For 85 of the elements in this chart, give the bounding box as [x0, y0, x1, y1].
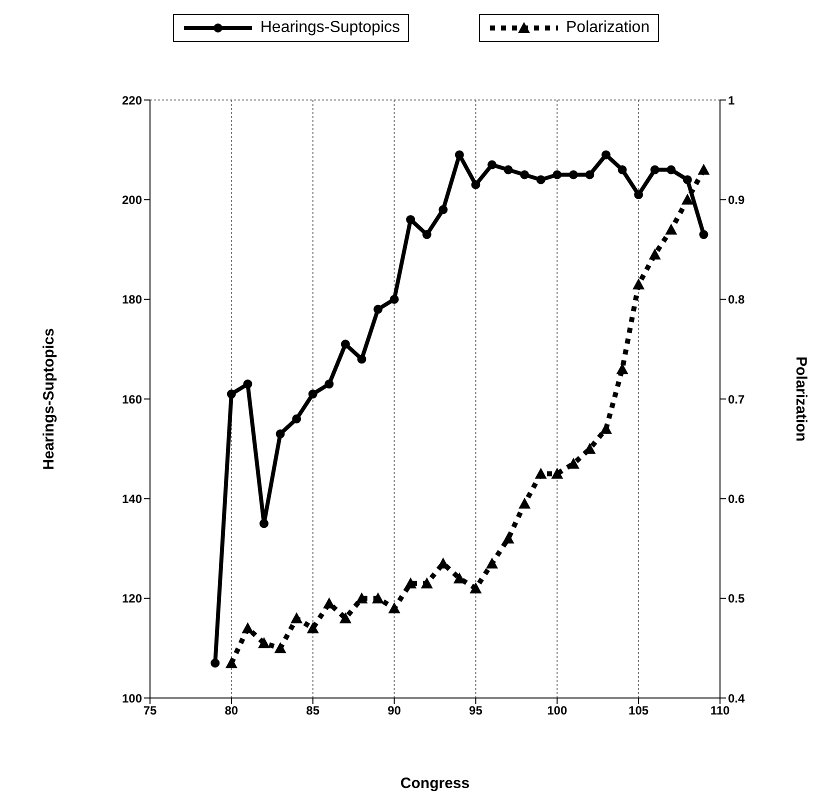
point: [518, 498, 531, 509]
point: [502, 532, 514, 544]
y2-tick-label: 0.8: [728, 292, 746, 307]
x-tick-label: 85: [306, 704, 320, 718]
point: [339, 612, 352, 624]
x-axis-title: Congress: [400, 775, 470, 792]
point: [568, 170, 578, 180]
point: [650, 165, 660, 174]
point: [374, 304, 382, 314]
y2-tick-label: 0.9: [728, 192, 746, 207]
point: [404, 577, 417, 588]
point: [226, 390, 236, 399]
y-tick-label: 200: [122, 192, 142, 207]
y2-tick-label: 0.4: [728, 691, 746, 706]
point: [486, 557, 498, 568]
y2-tick-label: 0.6: [728, 492, 746, 506]
point: [698, 164, 710, 175]
point: [372, 592, 384, 604]
x-tick-label: 75: [143, 704, 157, 718]
point: [243, 380, 252, 389]
point: [260, 519, 268, 528]
y-tick-label: 120: [122, 592, 142, 606]
point: [454, 150, 464, 160]
y2-tick-label: 0.5: [728, 592, 746, 606]
point: [682, 175, 692, 184]
point: [422, 230, 432, 240]
point: [324, 380, 334, 389]
legend-label: Polarization: [566, 19, 650, 37]
point: [292, 414, 302, 424]
point: [308, 390, 318, 399]
point: [632, 278, 645, 290]
point: [567, 458, 580, 469]
point: [438, 205, 448, 214]
point: [551, 468, 564, 479]
point: [390, 294, 399, 304]
point: [584, 442, 596, 454]
point: [306, 622, 319, 634]
point: [552, 170, 562, 180]
point: [618, 165, 627, 174]
point: [665, 224, 678, 235]
y-axis-title: Hearings-Suptopics: [40, 328, 58, 470]
point: [274, 642, 286, 654]
point: [242, 622, 254, 634]
point: [634, 190, 644, 200]
point: [648, 248, 661, 260]
y-tick-label: 160: [122, 392, 142, 406]
point: [536, 175, 546, 184]
point: [585, 170, 594, 180]
x-tick-label: 95: [469, 704, 483, 718]
legend-label: Hearings-Suptopics: [260, 19, 400, 37]
point: [258, 637, 270, 648]
x-tick-label: 110: [710, 704, 730, 718]
x-tick-label: 80: [224, 704, 238, 718]
point: [470, 582, 482, 594]
point: [225, 657, 238, 668]
point: [388, 602, 400, 614]
y-tick-label: 180: [122, 292, 142, 307]
point: [420, 577, 433, 588]
point: [210, 658, 220, 668]
point: [520, 170, 530, 180]
y-tick-label: 220: [122, 93, 142, 108]
y-tick-label: 140: [122, 492, 142, 506]
point: [666, 165, 676, 174]
point: [276, 429, 285, 438]
y2-tick-label: 0.7: [728, 392, 746, 406]
point: [616, 363, 628, 374]
y2-axis-title: Polarization: [792, 356, 810, 442]
point: [357, 354, 366, 364]
point: [488, 160, 496, 170]
point: [699, 230, 708, 240]
point: [504, 165, 513, 174]
y-tick-label: 100: [122, 691, 142, 706]
point: [356, 592, 368, 604]
point: [340, 340, 350, 349]
point: [681, 194, 694, 205]
x-tick-label: 105: [628, 704, 649, 718]
point: [471, 180, 480, 190]
point: [534, 468, 547, 479]
point: [406, 215, 416, 224]
point: [600, 422, 612, 434]
point: [290, 612, 303, 624]
point: [602, 150, 610, 160]
y2-tick-label: 1: [728, 93, 735, 108]
x-tick-label: 100: [547, 704, 568, 718]
x-tick-label: 90: [388, 704, 402, 718]
